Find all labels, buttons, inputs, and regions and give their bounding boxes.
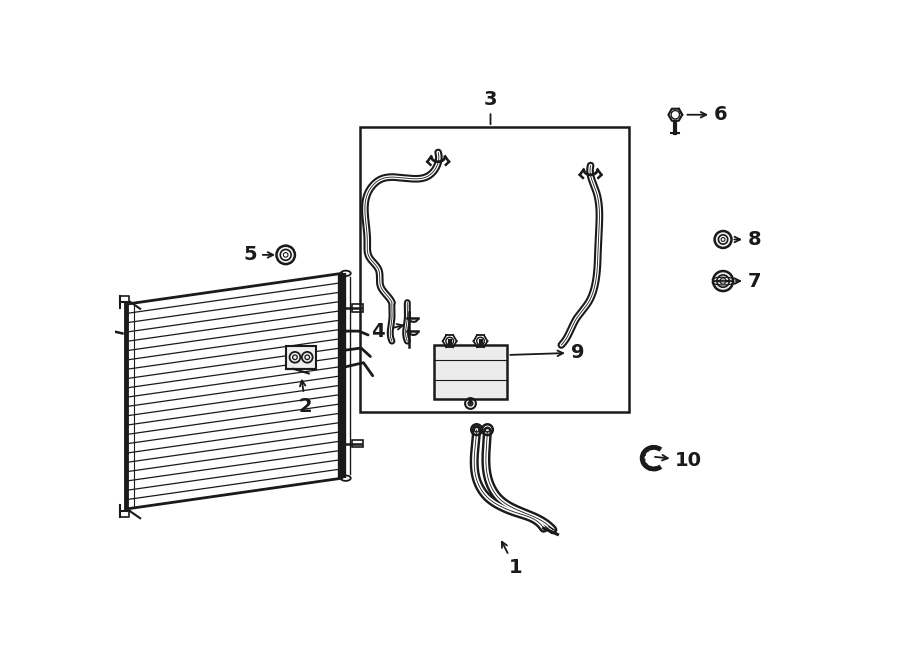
Text: 5: 5: [244, 245, 274, 264]
Bar: [352, 304, 363, 312]
Text: 1: 1: [502, 542, 522, 577]
Text: 3: 3: [484, 90, 498, 124]
Text: 8: 8: [734, 230, 761, 249]
Bar: [360, 127, 629, 412]
Text: 2: 2: [299, 381, 312, 416]
Text: 6: 6: [688, 105, 727, 124]
Text: 10: 10: [655, 451, 702, 470]
Circle shape: [276, 246, 295, 264]
Text: 4: 4: [371, 323, 402, 341]
Circle shape: [713, 271, 734, 291]
Circle shape: [715, 231, 732, 248]
Circle shape: [717, 275, 729, 288]
Bar: [285, 346, 317, 369]
Text: 7: 7: [734, 272, 761, 291]
Text: 9: 9: [510, 343, 584, 362]
Circle shape: [280, 249, 291, 260]
Bar: [435, 345, 508, 399]
Circle shape: [718, 235, 728, 244]
Bar: [352, 440, 363, 447]
